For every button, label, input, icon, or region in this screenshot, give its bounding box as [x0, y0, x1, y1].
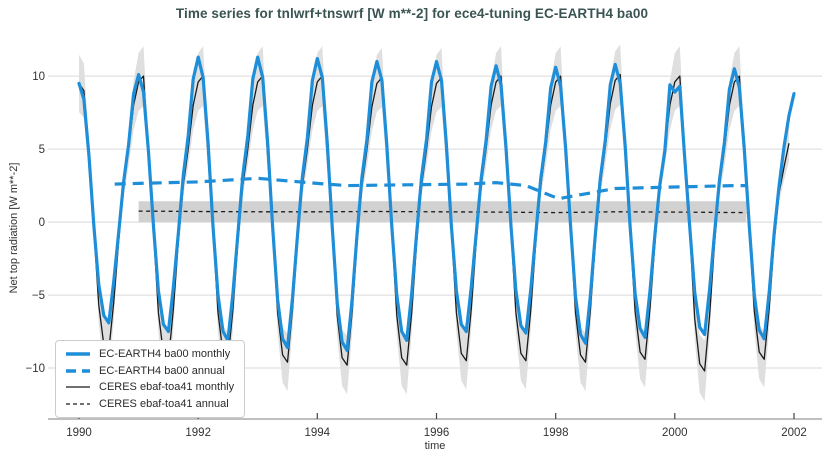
x-axis-label: time [424, 440, 446, 452]
y-tick-label: 10 [32, 71, 45, 83]
y-axis-ticks: 10 5 0 −5 −10 [25, 71, 45, 375]
legend-item-ec-monthly: EC-EARTH4 ba00 monthly [65, 346, 234, 363]
series-line-ceres-monthly [78, 73, 790, 372]
series-line-ec-earth4-annual [114, 176, 747, 201]
ec-monthly-line-sample-icon [66, 352, 90, 356]
y-tick-label: −10 [25, 363, 45, 375]
x-tick-label: 2002 [781, 427, 807, 439]
x-tick-label: 1998 [543, 427, 569, 439]
x-tick-label: 1990 [66, 427, 92, 439]
chart-title: Time series for tnlwrf+tnswrf [W m**-2] … [175, 6, 649, 21]
y-tick-label: 0 [39, 217, 45, 229]
legend-label: EC-EARTH4 ba00 annual [99, 364, 225, 377]
x-tick-label: 1994 [305, 427, 331, 439]
ec-annual-line-sample-icon [66, 369, 90, 373]
legend-item-ec-annual: EC-EARTH4 ba00 annual [65, 363, 234, 380]
y-tick-label: −5 [32, 290, 45, 302]
x-tick-label: 2000 [662, 427, 688, 439]
series-line-ec-earth4-monthly [77, 55, 796, 353]
ceres-annual-line-sample-icon [66, 403, 90, 405]
legend-label: CERES ebaf-toa41 monthly [99, 381, 235, 394]
y-tick-label: 5 [39, 144, 45, 156]
ceres-monthly-uncertainty-band [79, 44, 789, 402]
legend-item-ceres-monthly: CERES ebaf-toa41 monthly [65, 379, 234, 396]
x-tick-label: 1996 [424, 427, 450, 439]
series-line-ceres-annual [138, 210, 747, 214]
legend: EC-EARTH4 ba00 monthly EC-EARTH4 ba00 an… [55, 340, 246, 418]
legend-label: EC-EARTH4 ba00 monthly [99, 348, 231, 361]
x-tick-label: 1992 [185, 427, 211, 439]
legend-label: CERES ebaf-toa41 annual [99, 397, 229, 410]
legend-item-ceres-annual: CERES ebaf-toa41 annual [65, 396, 234, 413]
ceres-monthly-line-sample-icon [66, 386, 90, 388]
y-axis-label: Net top radiation [W m**-2] [8, 162, 20, 294]
x-axis-ticks: 1990 1992 1994 1996 1998 2000 2002 [66, 413, 807, 439]
